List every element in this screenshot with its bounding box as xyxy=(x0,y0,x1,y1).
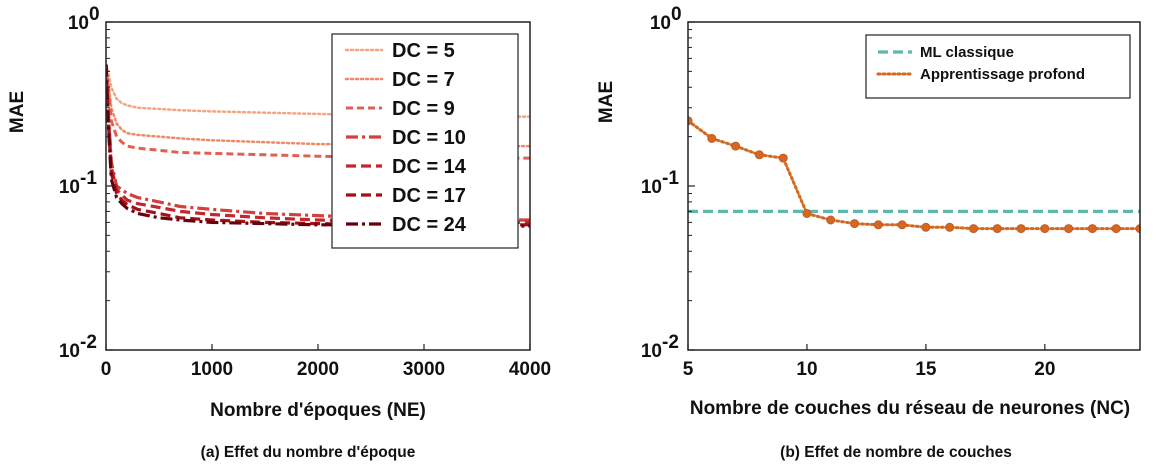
chart-a-y-tick-exponent: 0 xyxy=(89,4,100,25)
chart-a-legend-items: DC = 5 DC = 7 DC = 9 DC = 10 DC = 14 DC = 17 D… xyxy=(344,40,467,236)
chart-a-legend-label: DC = 9 xyxy=(392,98,455,120)
chart-b-legend-label: ML classique xyxy=(920,44,1014,61)
chart-a-x-tick-label: 3000 xyxy=(403,359,445,380)
chart-b-series-2-point xyxy=(1087,224,1097,234)
chart-b-series-2-point xyxy=(826,215,836,225)
chart-b-series-2-point xyxy=(688,116,693,126)
chart-a-legend-label: DC = 7 xyxy=(392,69,455,91)
chart-b-series-2-point xyxy=(707,133,717,143)
chart-a-legend-label: DC = 24 xyxy=(392,214,467,236)
chart-b-series-2-point xyxy=(921,222,931,232)
chart-a-y-tick-exponent: -2 xyxy=(80,332,97,353)
chart-b-series-2-point xyxy=(1111,224,1121,234)
chart-b-series-2-point xyxy=(778,153,788,163)
chart-a-legend-label: DC = 10 xyxy=(392,127,466,149)
chart-b-series-2-point xyxy=(802,209,812,218)
chart-a-x-tick-label: 4000 xyxy=(509,359,551,380)
chart-a-y-tick-label: 10 xyxy=(59,177,80,198)
chart-b-series-2-point xyxy=(945,222,955,232)
chart-a-series-6-line xyxy=(106,64,530,227)
chart-b-x-tick-label: 5 xyxy=(683,359,694,380)
chart-b-lines xyxy=(688,116,1140,234)
chart-a-caption: (a) Effet du nombre d'époque xyxy=(201,444,416,461)
chart-b-series-2-point xyxy=(873,220,883,230)
chart-b-x-tick-label: 10 xyxy=(796,359,817,380)
chart-b-y-tick-exponent: -1 xyxy=(662,168,679,189)
chart-a-x-tick-label: 2000 xyxy=(297,359,339,380)
chart-b-legend-label: Apprentissage profond xyxy=(920,66,1085,83)
chart-b-y-tick-exponent: 0 xyxy=(671,4,682,25)
chart-b-xlabel: Nombre de couches du réseau de neurones … xyxy=(690,398,1130,419)
chart-a-y-tick-label: 10 xyxy=(59,341,80,362)
chart-b-series-2-point xyxy=(754,150,764,160)
chart-a-xlabel: Nombre d'époques (NE) xyxy=(210,400,426,421)
chart-b-series-2-point xyxy=(731,141,741,151)
chart-b-x-ticks: 5 10 15 20 xyxy=(683,344,1055,380)
chart-a-legend-label: DC = 17 xyxy=(392,185,466,207)
chart-b-caption: (b) Effet de nombre de couches xyxy=(780,444,1012,461)
chart-a-legend-label: DC = 14 xyxy=(392,156,467,178)
chart-b-series-2-point xyxy=(1016,224,1026,234)
chart-b-y-tick-label: 10 xyxy=(650,13,671,34)
chart-a-x-ticks: 0 1000 2000 3000 4000 xyxy=(101,344,551,380)
chart-b-series-2-point xyxy=(850,219,859,229)
chart-a-legend: DC = 5 DC = 7 DC = 9 DC = 10 DC = 14 DC = 17 D… xyxy=(331,33,519,249)
chart-a-x-tick-label: 1000 xyxy=(191,359,233,380)
chart-b-series-2-point xyxy=(897,220,907,230)
chart-a-legend-box xyxy=(331,33,519,249)
chart-a-y-tick-exponent: -1 xyxy=(80,168,97,189)
chart-b-ylabel: MAE xyxy=(596,81,617,123)
chart-b-x-tick-label: 15 xyxy=(915,359,937,380)
chart-b-y-tick-label: 10 xyxy=(641,341,662,362)
chart-b-series-2-point xyxy=(969,224,978,234)
chart-b-y-tick-exponent: -2 xyxy=(662,332,679,353)
chart-b-series-2-point xyxy=(1064,224,1074,234)
chart-b-series-2-point xyxy=(1040,224,1050,234)
chart-a-x-tick-label: 0 xyxy=(101,359,112,380)
chart-b-series-2-point xyxy=(992,224,1002,234)
chart-a-ylabel: MAE xyxy=(7,91,28,133)
chart-b-legend: ML classique Apprentissage profond xyxy=(865,34,1131,99)
chart-a-y-tick-label: 10 xyxy=(68,13,89,34)
chart-b-legend-box xyxy=(865,34,1131,99)
chart-b-y-tick-label: 10 xyxy=(641,177,662,198)
chart-a-legend-label: DC = 5 xyxy=(392,40,455,62)
chart-b-x-tick-label: 20 xyxy=(1034,359,1055,380)
chart-b-series-2-point xyxy=(1135,224,1140,234)
chart-b-legend-items: ML classique Apprentissage profond xyxy=(876,44,1085,83)
